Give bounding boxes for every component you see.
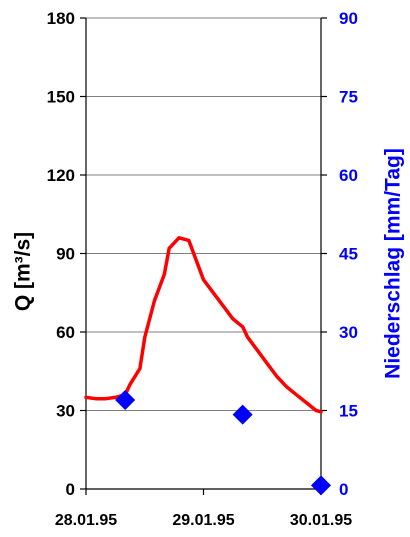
y-right-tick-labels: 0 15 30 45 60 75 90	[339, 9, 358, 499]
gridlines	[86, 17, 321, 411]
precipitation-marker	[311, 475, 331, 496]
x-tick-label: 29.01.95	[172, 512, 234, 529]
y-left-tick-label: 90	[56, 245, 75, 264]
y-right-tick-label: 15	[339, 402, 358, 421]
y-right-tick-label: 75	[339, 88, 358, 107]
y-left-tick-label: 30	[56, 402, 75, 421]
y-left-tick-label: 150	[47, 88, 75, 107]
y-left-tick-label: 120	[47, 166, 75, 185]
y-right-tick-label: 30	[339, 323, 358, 342]
y-left-tick-label: 180	[47, 9, 75, 28]
precipitation-marker	[115, 390, 136, 411]
y-axis-left-label: Q [m³/s]	[11, 232, 34, 311]
y-right-tick-label: 90	[339, 9, 358, 28]
tick-marks	[80, 17, 327, 495]
y-left-tick-label: 60	[56, 323, 75, 342]
series	[84, 236, 331, 496]
y-right-tick-label: 45	[339, 245, 358, 264]
discharge-line	[84, 236, 323, 414]
y-left-tick-labels: 0 30 60 90 120 150 180	[47, 9, 75, 499]
y-left-tick-label: 0	[66, 480, 75, 499]
x-tick-labels: 28.01.95 29.01.95 30.01.95	[55, 512, 352, 529]
x-tick-label: 28.01.95	[55, 512, 117, 529]
y-right-tick-label: 0	[339, 480, 348, 499]
y-right-tick-label: 60	[339, 166, 358, 185]
y-axis-right-label: Niederschlag [mm/Tag]	[381, 148, 404, 379]
precipitation-marker	[232, 404, 253, 425]
x-tick-label: 30.01.95	[290, 512, 352, 529]
